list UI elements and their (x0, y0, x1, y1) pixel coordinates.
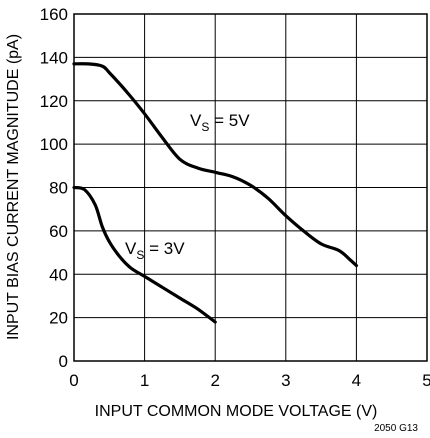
x-tick-label: 1 (140, 371, 149, 390)
y-tick-label: 100 (40, 135, 68, 154)
figure-id: 2050 G13 (374, 423, 418, 434)
series-label-5v: VS = 5V (190, 111, 250, 134)
x-tick-labels: 0 1 2 3 4 5 (69, 371, 430, 390)
y-tick-label: 40 (49, 265, 68, 284)
x-tick-label: 5 (422, 371, 430, 390)
x-tick-label: 2 (210, 371, 219, 390)
y-tick-label: 0 (59, 352, 68, 371)
y-tick-label: 60 (49, 222, 68, 241)
y-tick-label: 80 (49, 179, 68, 198)
x-tick-label: 4 (352, 371, 361, 390)
y-tick-label: 20 (49, 309, 68, 328)
y-tick-label: 140 (40, 48, 68, 67)
series (72, 62, 358, 324)
series-line-3v (72, 185, 217, 324)
x-axis-label: INPUT COMMON MODE VOLTAGE (V) (95, 403, 378, 420)
series-label-3v: VS = 3V (125, 239, 185, 262)
y-axis-label: INPUT BIAS CURRENT MAGNITUDE (pA) (5, 34, 22, 340)
grid (73, 13, 428, 362)
y-tick-labels: 0 20 40 60 80 100 120 140 160 (40, 5, 68, 371)
y-tick-label: 160 (40, 5, 68, 24)
y-tick-label: 120 (40, 92, 68, 111)
x-tick-label: 3 (281, 371, 290, 390)
x-tick-label: 0 (69, 371, 78, 390)
series-line-5v (72, 62, 358, 268)
